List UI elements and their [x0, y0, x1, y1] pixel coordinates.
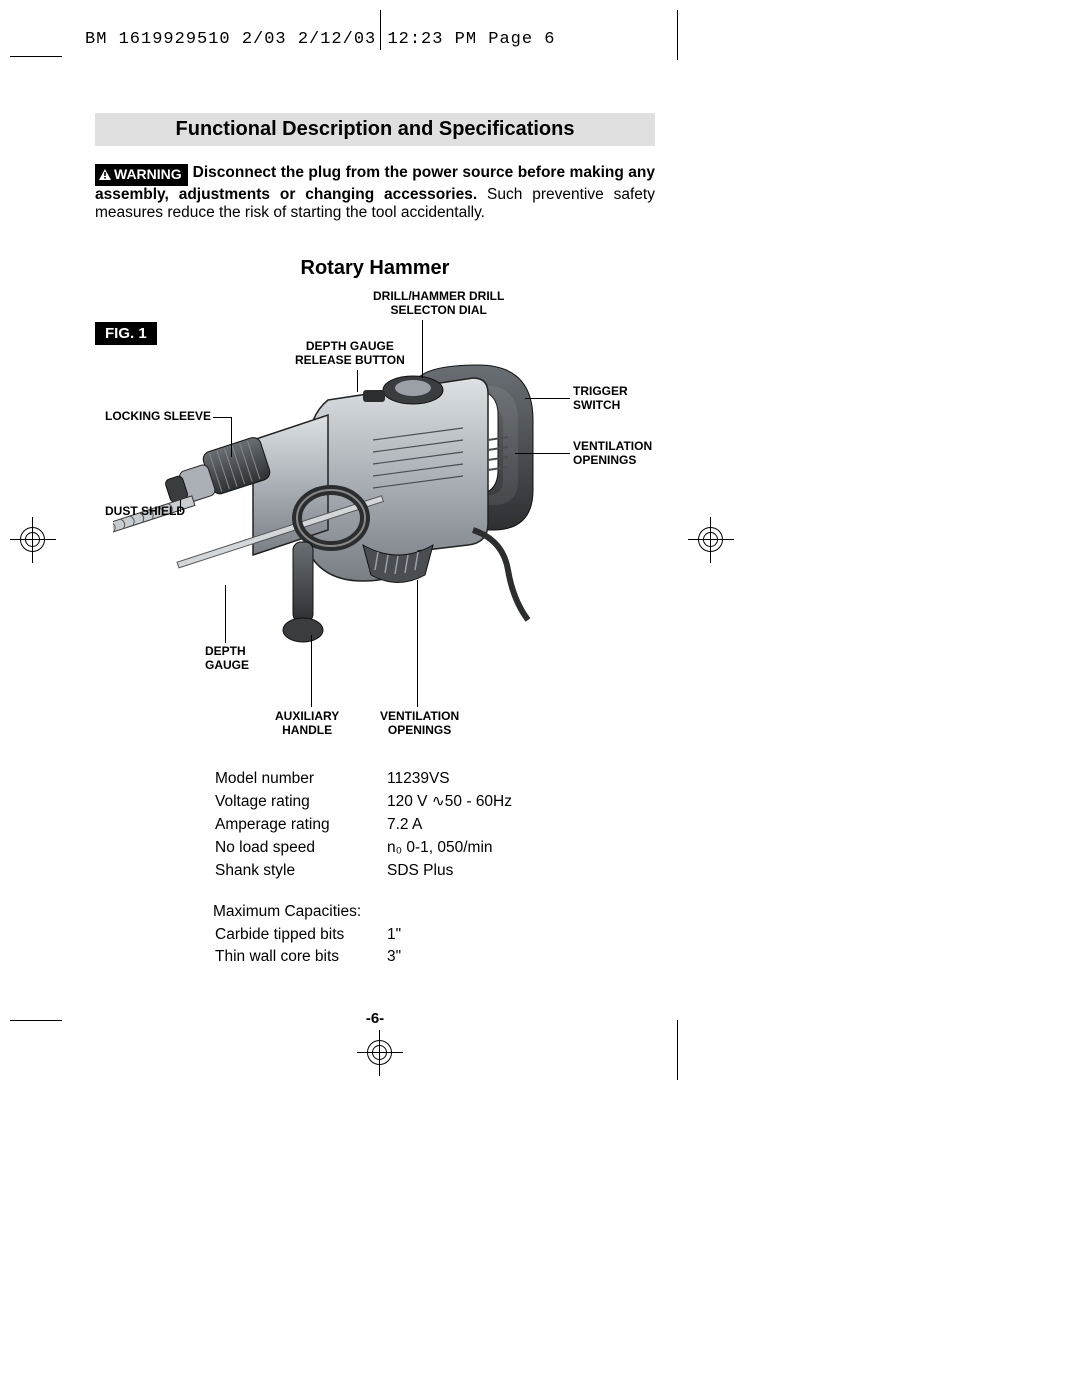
section-title: Functional Description and Specification…: [95, 113, 655, 146]
figure-1: FIG. 1: [95, 290, 655, 745]
crop-mark: [677, 10, 678, 60]
spec-label: Shank style: [215, 861, 385, 882]
leader-line: [311, 635, 312, 707]
spec-row: Voltage rating120 V ∿50 - 60Hz: [215, 792, 512, 813]
leader-line: [225, 585, 226, 643]
callout-depth-gauge: DEPTHGAUGE: [205, 645, 249, 673]
spec-label: Carbide tipped bits: [215, 925, 385, 946]
leader-line: [180, 500, 181, 512]
warning-tag: WARNING: [95, 164, 188, 186]
callout-vent-bottom: VENTILATIONOPENINGS: [380, 710, 459, 738]
spec-label: Model number: [215, 769, 385, 790]
spec-label: Thin wall core bits: [215, 947, 385, 968]
spec-value: SDS Plus: [387, 861, 512, 882]
spec-row: Thin wall core bits3": [215, 947, 401, 968]
spec-table: Model number11239VS Voltage rating120 V …: [213, 767, 655, 970]
leader-line: [213, 417, 231, 418]
callout-depth-release: DEPTH GAUGERELEASE BUTTON: [295, 340, 405, 368]
callout-dust-shield: DUST SHIELD: [105, 505, 185, 519]
spec-value: n₀ 0-1, 050/min: [387, 838, 512, 859]
leader-line: [422, 320, 423, 378]
leader-line: [417, 580, 418, 707]
spec-value: 7.2 A: [387, 815, 512, 836]
spec-label: No load speed: [215, 838, 385, 859]
spec-label: Amperage rating: [215, 815, 385, 836]
print-slug: BM 1619929510 2/03 2/12/03 12:23 PM Page…: [85, 30, 555, 49]
registration-mark: [688, 517, 734, 563]
callout-locking-sleeve: LOCKING SLEEVE: [105, 410, 211, 424]
spec-value: 1": [387, 925, 401, 946]
spec-value: 120 V ∿50 - 60Hz: [387, 792, 512, 813]
crop-mark: [677, 1020, 678, 1080]
leader-line: [525, 398, 570, 399]
capacities-heading: Maximum Capacities:: [213, 902, 655, 923]
spec-row: Amperage rating7.2 A: [215, 815, 512, 836]
callout-aux-handle: AUXILIARYHANDLE: [275, 710, 339, 738]
callout-vent-top: VENTILATIONOPENINGS: [573, 440, 652, 468]
page-number: -6-: [95, 1010, 655, 1027]
warning-label: WARNING: [114, 166, 182, 182]
spec-value: 3": [387, 947, 401, 968]
crop-mark: [380, 10, 381, 50]
registration-mark: [357, 1030, 403, 1076]
product-heading: Rotary Hammer: [95, 257, 655, 280]
leader-line: [515, 453, 570, 454]
warning-icon: [99, 167, 111, 184]
registration-mark: [10, 517, 56, 563]
crop-mark: [10, 1020, 62, 1021]
crop-mark: [10, 56, 62, 57]
spec-row: Shank styleSDS Plus: [215, 861, 512, 882]
warning-paragraph: WARNING Disconnect the plug from the pow…: [95, 164, 655, 223]
spec-row: Model number11239VS: [215, 769, 512, 790]
callout-drill-dial: DRILL/HAMMER DRILLSELECTON DIAL: [373, 290, 504, 318]
spec-row: Carbide tipped bits1": [215, 925, 401, 946]
callout-trigger: TRIGGERSWITCH: [573, 385, 628, 413]
leader-line: [357, 370, 358, 392]
spec-row: No load speedn₀ 0-1, 050/min: [215, 838, 512, 859]
leader-line: [231, 417, 232, 457]
spec-label: Voltage rating: [215, 792, 385, 813]
spec-value: 11239VS: [387, 769, 512, 790]
